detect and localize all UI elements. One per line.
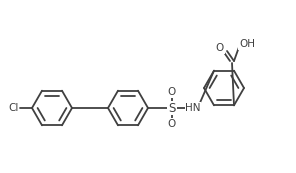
Text: O: O xyxy=(168,87,176,97)
Text: OH: OH xyxy=(239,39,255,49)
Text: HN: HN xyxy=(185,103,201,113)
Text: Cl: Cl xyxy=(9,103,19,113)
Text: O: O xyxy=(168,119,176,129)
Text: S: S xyxy=(168,102,176,115)
Text: O: O xyxy=(216,43,224,53)
